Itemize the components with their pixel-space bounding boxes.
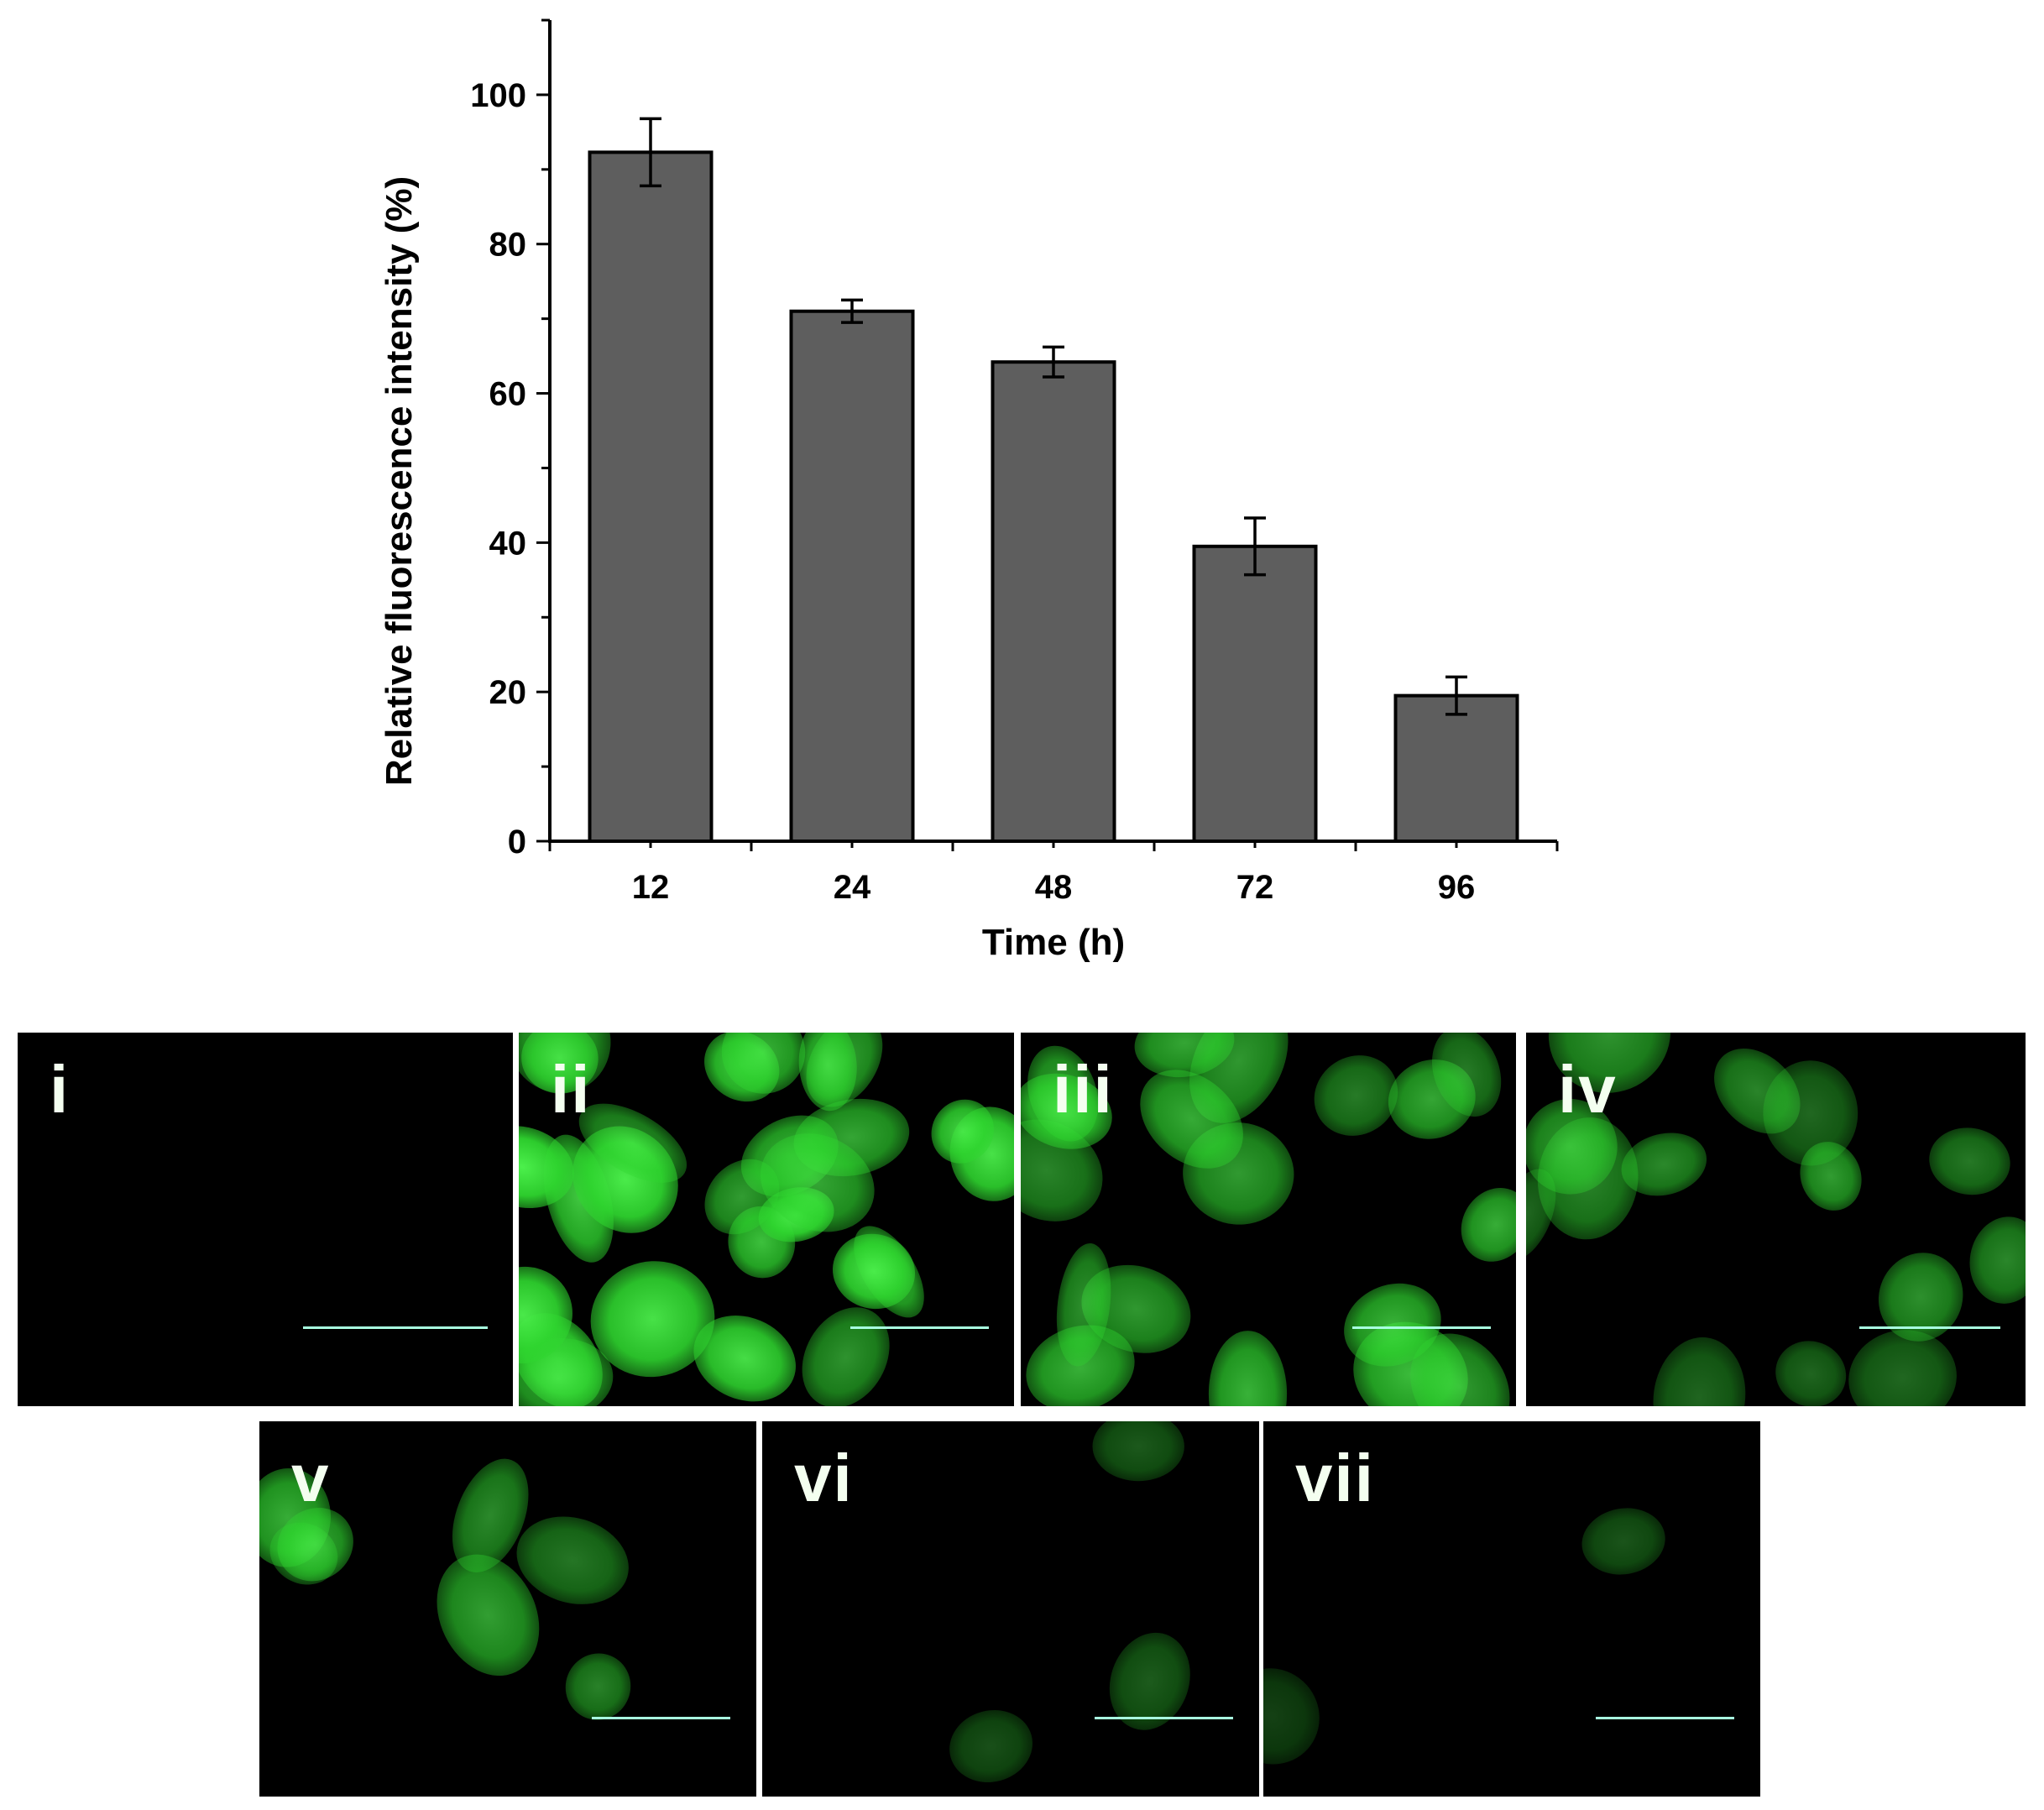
fluorescent-cell	[1548, 1033, 1671, 1093]
fluorescent-cell	[693, 1316, 796, 1402]
cell-image	[949, 1421, 1190, 1783]
fluorescent-cell	[516, 1516, 629, 1604]
fluorescent-cell	[949, 1709, 1033, 1783]
microscopy-panel-vi: vi	[762, 1421, 1259, 1797]
microscopy-panel-iv: iv	[1526, 1033, 2026, 1406]
x-tick-label: 12	[632, 869, 670, 906]
cell-image	[1021, 1033, 1516, 1406]
panel-label: vi	[794, 1441, 854, 1515]
fluorescent-cell	[1526, 1169, 1556, 1261]
fluorescent-cell	[519, 1266, 572, 1364]
fluorescent-cell	[1653, 1337, 1746, 1406]
fluorescent-cell	[1848, 1330, 1957, 1406]
cell-image	[1526, 1033, 2026, 1406]
fluorescent-cell	[1140, 1070, 1243, 1169]
scale-bar	[592, 1717, 730, 1719]
fluorescent-cell	[1969, 1216, 2026, 1304]
fluorescent-cell	[565, 1653, 631, 1720]
panel-label: iv	[1558, 1052, 1618, 1127]
fluorescent-cell	[1021, 1073, 1112, 1149]
x-axis-title: Time (h)	[982, 922, 1125, 963]
bar	[991, 360, 1116, 844]
fluorescent-cell	[1461, 1188, 1516, 1262]
scale-bar	[1095, 1717, 1233, 1719]
y-tick-label: 0	[508, 824, 526, 861]
fluorescent-cell	[1775, 1341, 1847, 1406]
y-tick-label: 100	[470, 77, 526, 114]
bar	[1192, 544, 1318, 843]
bar	[1393, 693, 1519, 843]
fluorescent-cell	[802, 1307, 890, 1406]
fluorescent-cell	[578, 1103, 687, 1183]
scale-bar	[1596, 1717, 1734, 1719]
scale-bar	[303, 1326, 488, 1329]
scale-bar	[850, 1326, 989, 1329]
fluorescent-cell	[437, 1554, 540, 1677]
panel-label: v	[291, 1441, 331, 1515]
bar	[588, 150, 714, 844]
y-tick-label: 80	[489, 227, 527, 264]
panel-label: vii	[1295, 1441, 1375, 1515]
x-tick-label: 72	[1236, 869, 1274, 906]
fluorescent-cell	[1134, 1033, 1235, 1078]
scale-bar	[1352, 1326, 1491, 1329]
microscopy-panel-ii: ii	[519, 1033, 1014, 1406]
x-tick-label: 24	[834, 869, 871, 906]
fluorescent-cell	[1878, 1253, 1963, 1342]
fluorescent-cell	[521, 1033, 599, 1094]
fluorescent-cell	[1344, 1283, 1441, 1367]
fluorescent-cell	[1526, 1099, 1618, 1195]
microscopy-panel-v: v	[259, 1421, 756, 1797]
y-tick-label: 20	[489, 674, 527, 711]
fluorescent-cell	[1763, 1060, 1858, 1166]
fluorescent-cell	[1581, 1508, 1665, 1575]
fluorescent-cell	[519, 1126, 574, 1209]
fluorescent-cell	[1263, 1668, 1320, 1765]
y-tick-label: 40	[489, 525, 527, 562]
fluorescent-cell	[452, 1458, 529, 1572]
fluorescent-cell	[1056, 1242, 1111, 1367]
y-tick-label: 60	[489, 376, 527, 413]
fluorescent-cell	[590, 1261, 715, 1378]
panel-label: iii	[1053, 1052, 1114, 1127]
y-axis-title: Relative fluorescence intensity (%)	[379, 176, 420, 786]
cell-image	[259, 1458, 631, 1720]
fluorescent-cell	[931, 1099, 995, 1164]
fluorescent-cell	[277, 1508, 353, 1582]
cell-image	[1263, 1508, 1665, 1765]
bar-chart: 0 20 40 60 80 100 12 24 48 72 96 Time (h) Relative f…	[379, 18, 1559, 963]
fluorescent-cell	[1410, 1333, 1510, 1406]
panel-label: i	[50, 1052, 71, 1127]
fluorescent-cell	[1314, 1055, 1398, 1136]
cell-image	[18, 1033, 513, 1406]
fluorescent-cell	[704, 1159, 780, 1235]
x-tick-label: 48	[1035, 869, 1073, 906]
fluorescent-cell	[721, 1033, 806, 1094]
fluorescent-cell	[1621, 1133, 1707, 1196]
fluorescent-cell	[1431, 1033, 1502, 1117]
microscopy-panel-vii: vii	[1263, 1421, 1760, 1797]
scale-bar	[1859, 1326, 2000, 1329]
fluorescent-cell	[1208, 1331, 1288, 1406]
fluorescent-cell	[760, 1133, 875, 1232]
fluorescent-cell	[832, 1233, 916, 1310]
fluorescent-cell	[1109, 1632, 1190, 1730]
panel-label: ii	[551, 1052, 592, 1127]
cell-image	[519, 1033, 1014, 1406]
bar	[789, 309, 915, 843]
fluorescent-cell	[798, 1033, 857, 1112]
microscopy-panel-iii: iii	[1021, 1033, 1516, 1406]
fluorescent-cell	[1092, 1421, 1184, 1482]
fluorescent-cell	[1026, 1325, 1135, 1406]
microscopy-panel-i: i	[18, 1033, 513, 1406]
fluorescent-cell	[1929, 1127, 2010, 1195]
x-tick-label: 96	[1438, 869, 1476, 906]
